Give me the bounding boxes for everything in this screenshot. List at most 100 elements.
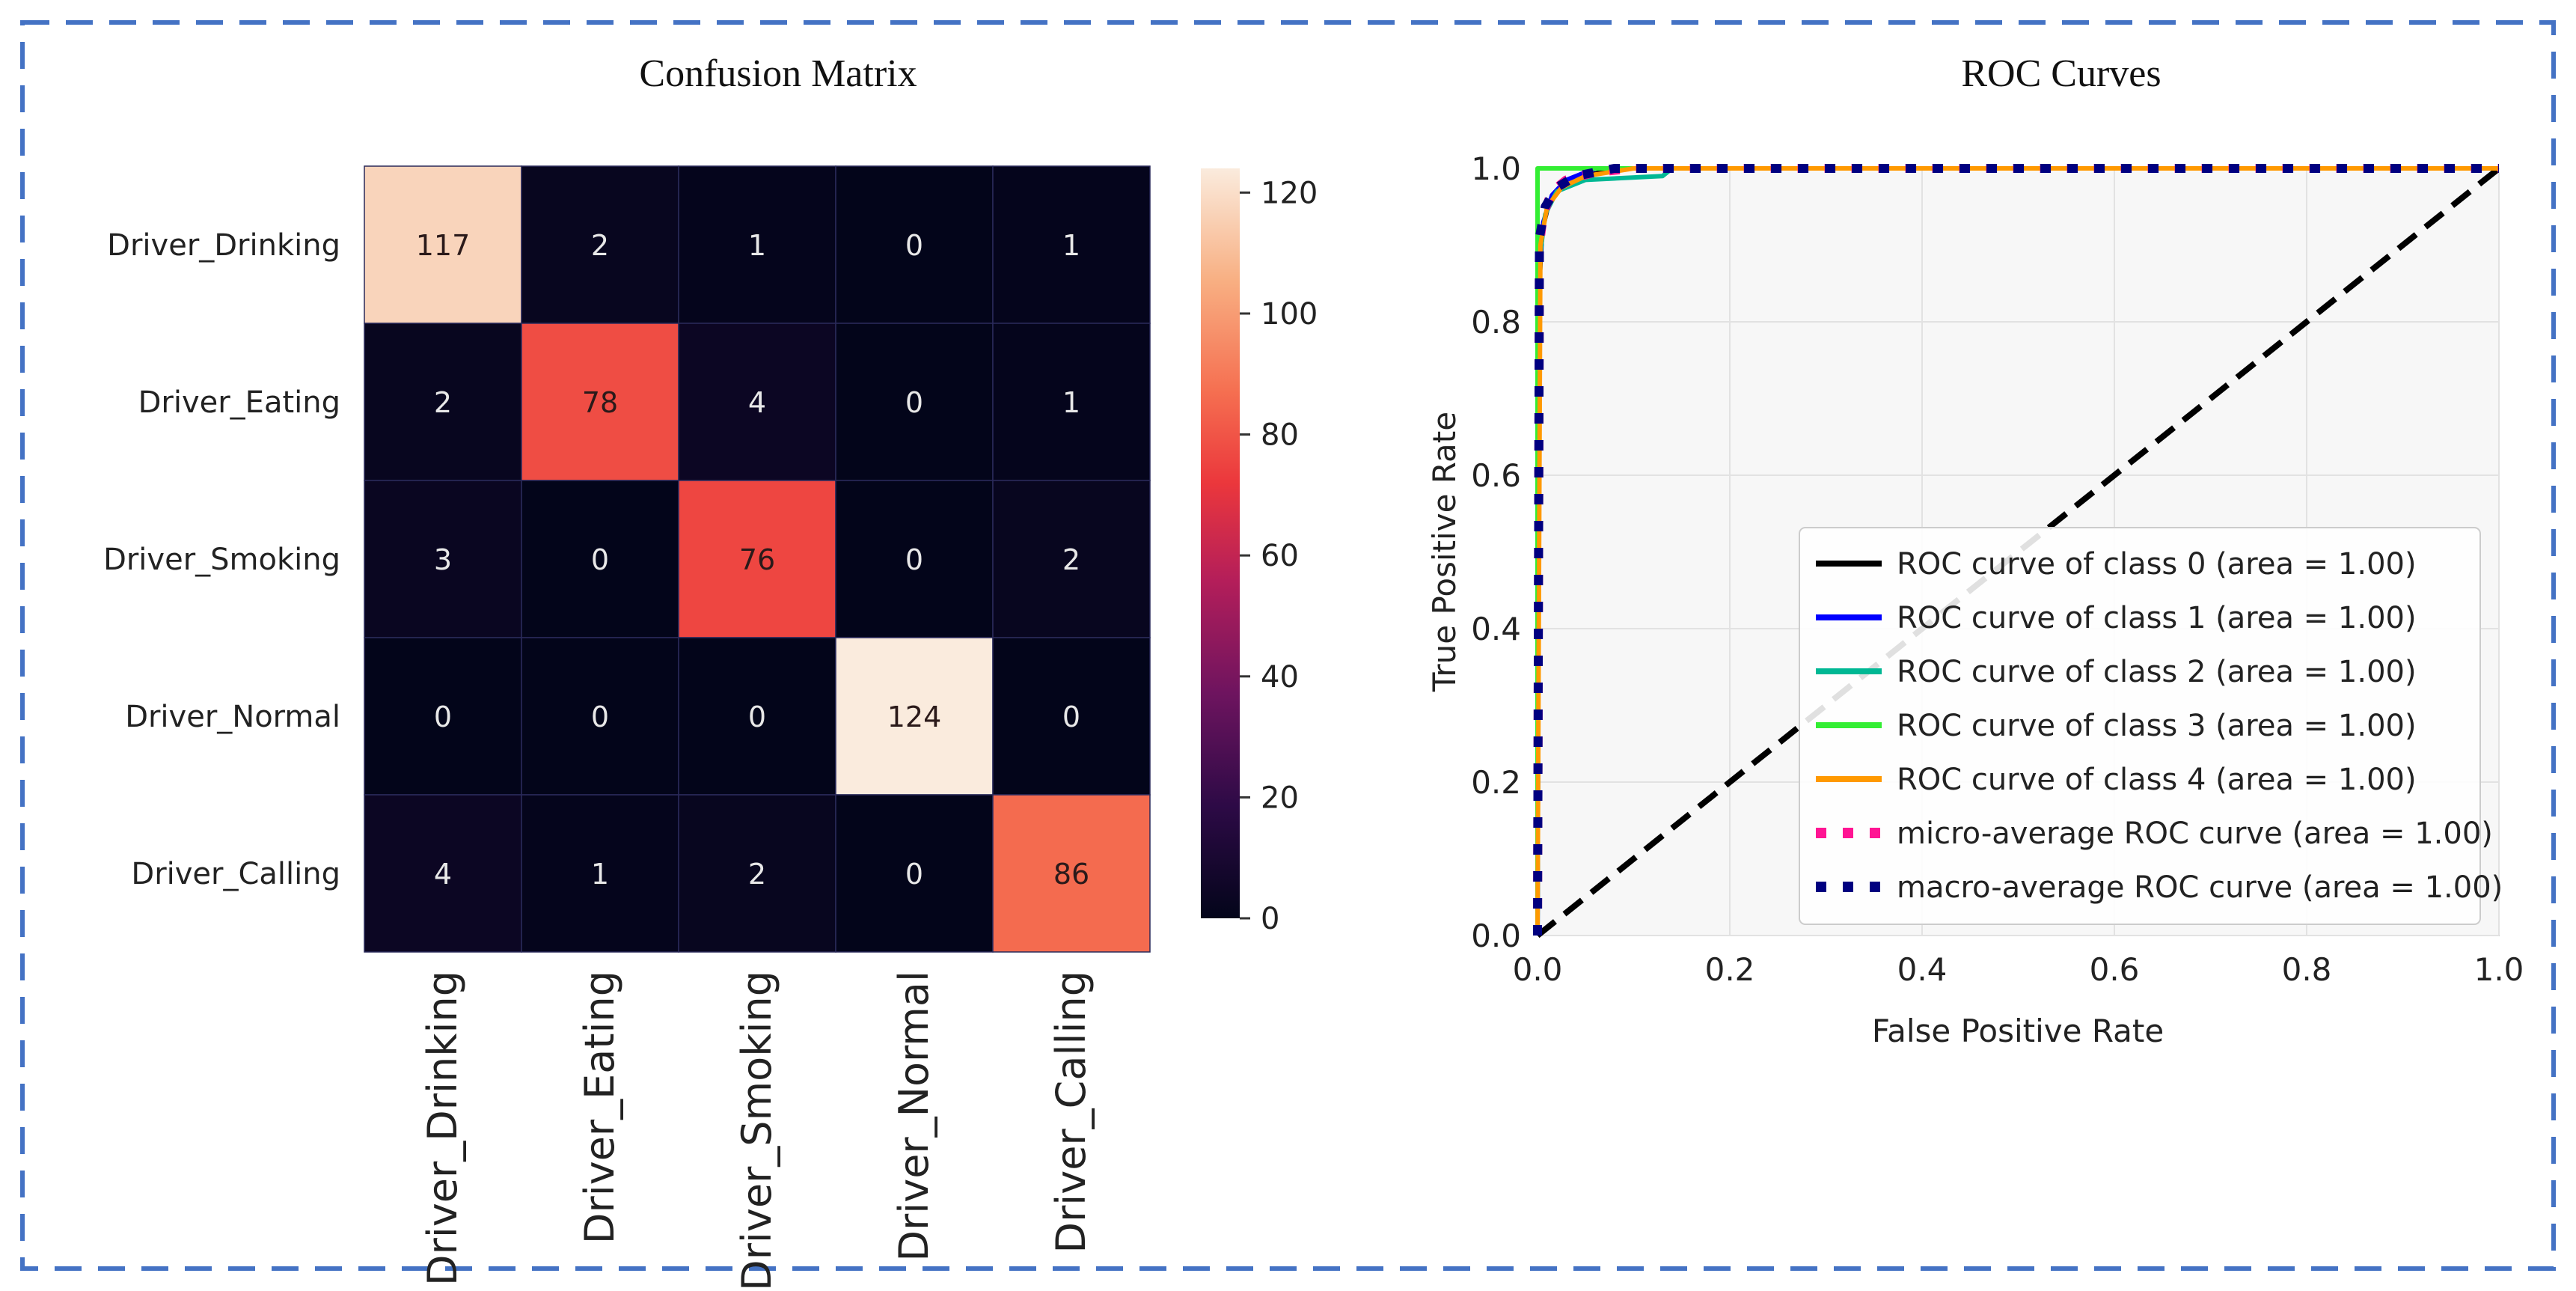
cell-value: 0 — [1062, 701, 1080, 733]
heatmap-cell — [835, 637, 994, 796]
x-tick-label: 0.4 — [1897, 951, 1948, 988]
legend-entry: micro-average ROC curve (area = 1.00) — [1897, 817, 2493, 851]
cell-value: 0 — [748, 701, 766, 733]
column-label: Driver_Eating — [576, 971, 623, 1244]
cell-value: 4 — [434, 858, 452, 891]
x-tick-label: 0.0 — [1513, 951, 1563, 988]
colorbar-tick-label: 120 — [1261, 176, 1318, 210]
cell-value: 2 — [591, 229, 609, 262]
heatmap-cell — [521, 637, 679, 796]
column-label: Driver_Calling — [1047, 971, 1095, 1253]
cell-value: 1 — [591, 858, 609, 891]
row-label: Driver_Smoking — [103, 543, 340, 577]
heatmap-cell — [521, 165, 679, 324]
column-label: Driver_Smoking — [733, 971, 780, 1291]
roc-curves-title: ROC Curves — [1961, 52, 2161, 95]
column-label: Driver_Drinking — [419, 971, 466, 1286]
cell-value: 1 — [748, 229, 766, 262]
colorbar-tick-label: 20 — [1261, 781, 1299, 815]
roc-legend: ROC curve of class 0 (area = 1.00) ROC cu… — [1799, 527, 2503, 925]
y-tick-label: 0.4 — [1471, 611, 1521, 647]
cell-value: 2 — [434, 386, 452, 419]
legend-entry: ROC curve of class 4 (area = 1.00) — [1897, 763, 2417, 797]
heatmap-cell — [678, 480, 836, 638]
heatmap-cell — [835, 480, 994, 638]
confusion-matrix-cells: 117 2 1 0 1 2 78 4 0 1 3 0 76 0 2 0 0 0 124 0 4 1 2 0 86 — [364, 165, 1151, 953]
x-tick-label: 0.8 — [2282, 951, 2332, 988]
heatmap-cell — [835, 165, 994, 324]
cell-value: 2 — [748, 858, 766, 891]
heatmap-cell — [521, 480, 679, 638]
column-label: Driver_Normal — [890, 971, 937, 1262]
legend-entry: ROC curve of class 1 (area = 1.00) — [1897, 601, 2417, 635]
heatmap-cell — [992, 323, 1151, 481]
heatmap-cell — [835, 794, 994, 953]
colorbar-gradient — [1201, 168, 1240, 918]
cell-value: 1 — [1062, 229, 1080, 262]
heatmap-cell — [364, 637, 522, 796]
cell-value: 0 — [905, 229, 923, 262]
cell-value: 124 — [887, 701, 942, 733]
heatmap-cell — [678, 794, 836, 953]
cell-value: 0 — [905, 858, 923, 891]
heatmap-cell — [364, 794, 522, 953]
roc-x-axis-label: False Positive Rate — [1872, 1013, 2164, 1049]
heatmap-cell — [992, 480, 1151, 638]
heatmap-cell — [678, 637, 836, 796]
y-tick-label: 0.6 — [1471, 457, 1521, 494]
heatmap-cell — [678, 323, 836, 481]
legend-entry: macro-average ROC curve (area = 1.00) — [1897, 870, 2503, 905]
colorbar: 0 20 40 60 80 100 120 — [1201, 168, 1318, 936]
legend-entry: ROC curve of class 2 (area = 1.00) — [1897, 655, 2417, 689]
roc-curves-panel: ROC Curves 0.0 0.2 0.4 0.6 0.8 1.0 0.0 0.2 0.4 0.… — [1426, 52, 2524, 1049]
cell-value: 0 — [905, 543, 923, 576]
confusion-matrix-row-labels: Driver_Drinking Driver_Eating Driver_Smoki… — [103, 228, 340, 891]
heatmap-cell — [521, 794, 679, 953]
heatmap-cell — [992, 637, 1151, 796]
y-tick-label: 1.0 — [1471, 150, 1521, 187]
cell-value: 0 — [905, 386, 923, 419]
legend-box — [1799, 527, 2481, 925]
heatmap-cell — [521, 323, 679, 481]
legend-entry: ROC curve of class 3 (area = 1.00) — [1897, 709, 2417, 743]
cell-value: 0 — [434, 701, 452, 733]
x-tick-label: 0.2 — [1705, 951, 1755, 988]
dashed-border — [20, 20, 2556, 1271]
cell-value: 4 — [748, 386, 766, 419]
cell-value: 78 — [582, 386, 618, 419]
colorbar-tick-label: 60 — [1261, 539, 1299, 573]
heatmap-cell — [364, 165, 522, 324]
row-label: Driver_Drinking — [107, 228, 340, 263]
heatmap-cell — [364, 480, 522, 638]
roc-y-axis-label: True Positive Rate — [1426, 412, 1463, 692]
cell-value: 117 — [416, 229, 471, 262]
colorbar-tick-label: 40 — [1261, 660, 1299, 695]
heatmap-cell — [992, 165, 1151, 324]
roc-series-line-6 — [1533, 164, 2499, 936]
roc-series — [1533, 164, 2501, 939]
cell-value: 0 — [591, 701, 609, 733]
confusion-matrix-panel: Confusion Matrix 117 2 1 0 12 78 4 0 13 0 76 0 20 0 0 1… — [103, 52, 1318, 1291]
row-label: Driver_Calling — [131, 857, 340, 891]
confusion-matrix-title: Confusion Matrix — [639, 52, 917, 95]
x-tick-label: 1.0 — [2474, 951, 2524, 988]
cell-value: 86 — [1053, 858, 1089, 891]
cell-value: 1 — [1062, 386, 1080, 419]
y-tick-label: 0.2 — [1471, 764, 1521, 801]
roc-tick-labels: 0.0 0.2 0.4 0.6 0.8 1.0 0.0 0.2 0.4 0.6 0.8 1.0 — [1471, 150, 2524, 988]
legend-entry: ROC curve of class 0 (area = 1.00) — [1897, 547, 2417, 582]
cell-value: 0 — [591, 543, 609, 576]
row-label: Driver_Eating — [138, 385, 340, 420]
row-label: Driver_Normal — [125, 700, 340, 734]
colorbar-tick-label: 80 — [1261, 418, 1299, 453]
colorbar-tick-label: 0 — [1261, 902, 1279, 936]
y-tick-label: 0.8 — [1471, 304, 1521, 341]
y-tick-label: 0.0 — [1471, 918, 1521, 954]
cell-value: 3 — [434, 543, 452, 576]
confusion-matrix-column-labels: Driver_Drinking Driver_Eating Driver_Smoki… — [419, 971, 1095, 1291]
heatmap-cell — [364, 323, 522, 481]
cell-value: 2 — [1062, 543, 1080, 576]
cell-value: 76 — [739, 543, 775, 576]
heatmap-cell — [992, 794, 1151, 953]
